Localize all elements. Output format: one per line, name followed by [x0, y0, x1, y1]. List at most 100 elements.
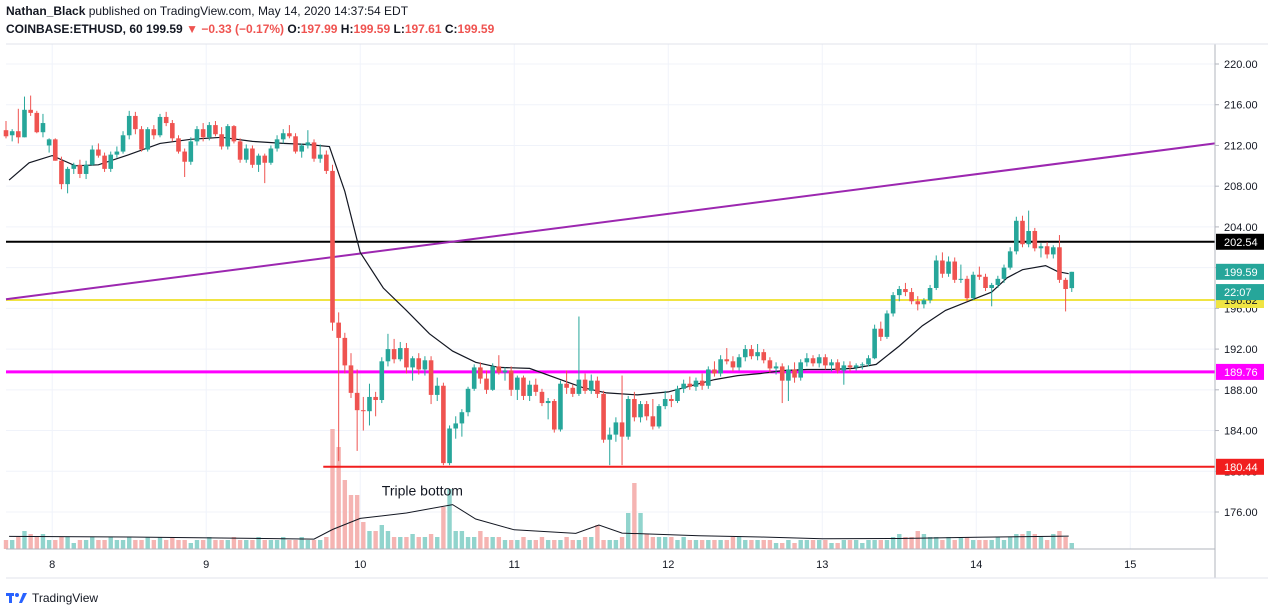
- candle-body: [194, 129, 200, 142]
- level-tag-support-bg: [1216, 363, 1264, 380]
- volume-bar: [810, 540, 816, 549]
- tradingview-brand[interactable]: TradingView: [32, 591, 99, 605]
- candle-body: [342, 337, 348, 366]
- candle-body: [1050, 247, 1056, 255]
- last-price-tag-bg: [1216, 263, 1264, 280]
- candle-body: [447, 428, 452, 464]
- triple-bottom-label[interactable]: Triple bottom: [382, 483, 463, 499]
- volume-bar: [1069, 543, 1074, 549]
- candle-body: [773, 366, 779, 369]
- volume-bar: [576, 540, 582, 549]
- candle-body: [644, 404, 649, 417]
- volume-bar: [1044, 540, 1050, 549]
- candle-body: [564, 383, 569, 388]
- volume-bar: [816, 540, 822, 549]
- volume-bar: [453, 531, 458, 549]
- candle-body: [675, 388, 680, 402]
- candle-body: [126, 115, 132, 136]
- candle-body: [1057, 247, 1062, 280]
- candle-body: [946, 261, 951, 274]
- last-price: 199.59: [146, 22, 183, 36]
- low-label: L:: [393, 22, 405, 36]
- volume-bar: [564, 537, 569, 549]
- candle-body: [952, 261, 958, 280]
- volume-bar: [490, 537, 495, 549]
- published-text: published on TradingView.com, May 14, 20…: [88, 4, 409, 18]
- author-name[interactable]: Nathan_Black: [6, 4, 86, 18]
- volume-bar: [792, 543, 797, 549]
- candle-body: [767, 360, 773, 369]
- down-arrow-icon: ▼: [186, 22, 198, 36]
- open-label: O:: [287, 22, 301, 36]
- volume-bar: [22, 531, 27, 549]
- time-scale[interactable]: 8 9 10 11 12 13 14 15: [49, 559, 1136, 571]
- candle-body: [693, 380, 699, 387]
- volume-bar: [231, 537, 237, 549]
- candle-body: [163, 116, 169, 124]
- volume-bar: [496, 537, 502, 549]
- candle-body: [515, 377, 520, 390]
- volume-bar: [287, 540, 292, 549]
- price-chart[interactable]: Triple bottom 220.00 216.00 212.00 208.00 20…: [0, 0, 1274, 585]
- candle-body: [921, 300, 927, 305]
- volume-bar: [317, 540, 323, 549]
- candle-body: [1001, 267, 1007, 279]
- volume-bar: [989, 540, 994, 549]
- chart-axes: [6, 43, 1268, 579]
- volume-bar: [977, 540, 982, 549]
- candle-body: [330, 170, 335, 323]
- purple-trendline[interactable]: [5, 142, 1216, 301]
- level-tag-resistance: 202.54: [1224, 237, 1258, 249]
- volume-bar: [77, 540, 83, 549]
- candle-body: [1044, 246, 1050, 255]
- candle-body: [650, 416, 656, 427]
- volume-bar: [83, 540, 89, 549]
- volume-bar: [1001, 540, 1007, 549]
- volume-bar: [952, 540, 957, 549]
- candle-body: [65, 168, 70, 185]
- volume-bar: [927, 537, 933, 549]
- candle-body: [582, 379, 588, 391]
- time-tick-label: 13: [816, 559, 828, 571]
- volume-bar: [890, 537, 896, 549]
- volume-bar: [656, 537, 662, 549]
- volume-bar: [582, 537, 588, 549]
- candle-body: [551, 401, 557, 430]
- candle-body: [1026, 230, 1031, 245]
- price-tick-label: 216.00: [1224, 100, 1258, 112]
- candle-body: [1063, 279, 1068, 290]
- volume-bar: [570, 540, 575, 549]
- volume-bar: [133, 540, 138, 549]
- candle-body: [779, 366, 785, 381]
- volume-bar: [404, 537, 409, 549]
- candle-body: [730, 361, 736, 368]
- candle-body: [878, 328, 884, 337]
- candle-body: [718, 359, 723, 374]
- candle-body: [71, 164, 77, 169]
- volume-bar: [219, 540, 224, 549]
- volume-bar: [619, 537, 625, 549]
- candle-body: [96, 149, 101, 156]
- candle-body: [1032, 230, 1038, 249]
- candle-body: [638, 404, 643, 418]
- volume-bar: [897, 534, 902, 549]
- candle-body: [533, 384, 539, 392]
- price-tick-label: 192.00: [1224, 344, 1258, 356]
- volume-bar: [465, 537, 471, 549]
- volume-bar: [872, 540, 877, 549]
- candle-body: [724, 359, 730, 362]
- tradingview-logo-icon[interactable]: [6, 591, 28, 605]
- volume-bar: [780, 543, 785, 549]
- candle-body: [705, 369, 711, 386]
- countdown-tag: 22:07: [1224, 287, 1252, 299]
- time-tick-label: 11: [509, 559, 520, 571]
- volume-bar: [693, 540, 699, 549]
- volume-bar: [293, 540, 298, 549]
- volume-bar: [422, 537, 428, 549]
- volume-bar: [225, 540, 230, 549]
- candle-body: [490, 366, 495, 390]
- volume-bar: [607, 540, 612, 549]
- volume-bar: [558, 540, 563, 549]
- volume-bar: [342, 480, 348, 549]
